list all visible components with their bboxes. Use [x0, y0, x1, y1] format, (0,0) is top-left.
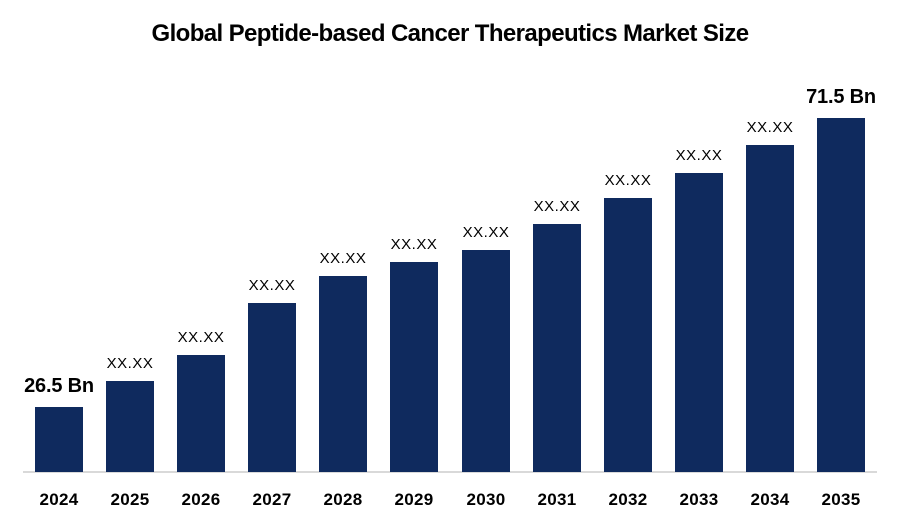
bar-value-label-2033: XX.XX	[675, 146, 723, 164]
x-axis-label-2030: 2030	[466, 490, 506, 509]
bar-value-label-2025: XX.XX	[106, 354, 154, 372]
x-axis-label-2027: 2027	[252, 490, 292, 509]
bar-value-label-2024: 26.5 Bn	[24, 375, 94, 397]
bar-value-label-2035: 71.5 Bn	[806, 86, 876, 108]
bar-2030	[462, 250, 510, 472]
bar-value-label-2032: XX.XX	[604, 171, 652, 189]
bar-2027	[248, 303, 296, 472]
x-axis-label-2033: 2033	[679, 490, 719, 509]
x-axis-label-2035: 2035	[821, 490, 861, 509]
bar-2035	[817, 118, 865, 472]
bar-value-label-2028: XX.XX	[319, 249, 367, 267]
bar-value-label-2031: XX.XX	[533, 197, 581, 215]
bar-2032	[604, 198, 652, 472]
x-axis-label-2032: 2032	[608, 490, 648, 509]
x-axis-label-2029: 2029	[394, 490, 434, 509]
bar-value-label-2026: XX.XX	[177, 328, 225, 346]
x-axis-label-2024: 2024	[39, 490, 79, 509]
x-axis-label-2031: 2031	[537, 490, 577, 509]
bar-value-label-2030: XX.XX	[462, 223, 510, 241]
bar-2026	[177, 355, 225, 472]
x-axis-label-2026: 2026	[181, 490, 221, 509]
bar-2034	[746, 145, 794, 472]
x-axis-label-2025: 2025	[110, 490, 150, 509]
bar-2029	[390, 262, 438, 472]
chart-title: Global Peptide-based Cancer Therapeutics…	[151, 20, 750, 47]
bar-2024	[35, 407, 83, 472]
bar-2031	[533, 224, 581, 472]
x-axis-line	[23, 471, 877, 473]
bar-value-label-2027: XX.XX	[248, 276, 296, 294]
bar-2028	[319, 276, 367, 472]
bar-value-label-2029: XX.XX	[390, 235, 438, 253]
x-axis-label-2028: 2028	[323, 490, 363, 509]
x-axis-label-2034: 2034	[750, 490, 790, 509]
bar-value-label-2034: XX.XX	[746, 118, 794, 136]
bar-2025	[106, 381, 154, 472]
bar-2033	[675, 173, 723, 472]
